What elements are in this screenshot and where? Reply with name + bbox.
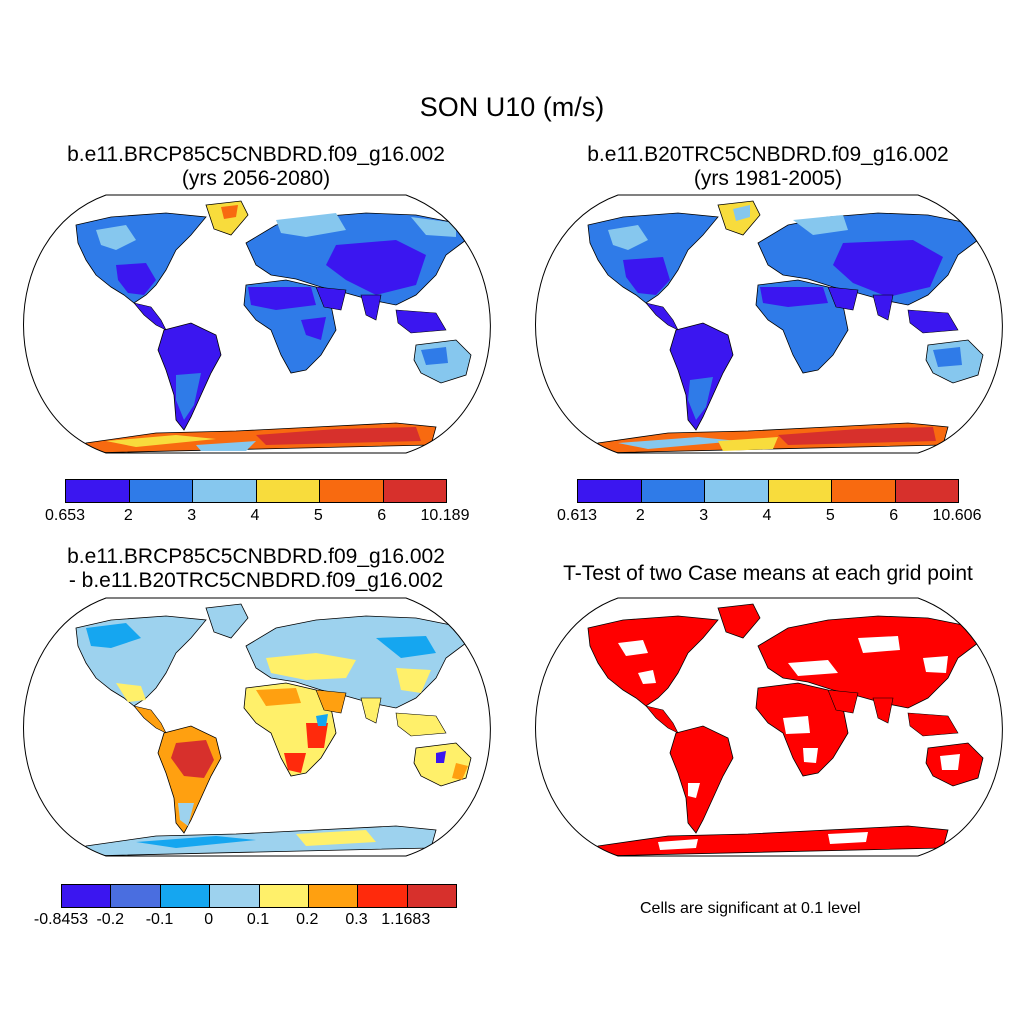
panel-2-title: b.e11.B20TRC5CNBDRD.f09_g16.002 (yrs 198… [512,143,1024,191]
panel-1-title-line2: (yrs 2056-2080) [181,167,331,190]
cb3-segment [308,885,359,907]
cb3-tick-label: -0.1 [145,911,174,928]
figure-title: SON U10 (m/s) [419,92,605,122]
cb2-segment [768,480,832,502]
cb3-tick-label: 0.2 [296,911,319,928]
cb3-tick-label: 1.1683 [381,911,431,928]
cb3-tick-label: 0.1 [246,911,270,928]
cb1-segment [129,480,193,502]
map-panel-4 [535,597,1003,857]
significance-note: Cells are significant at 0.1 level [640,900,861,917]
cb2-tick-label: 3 [699,507,709,524]
panel-3-title-line2: - b.e11.B20TRC5CNBDRD.f09_g16.002 [68,569,444,592]
cb3-segment [111,885,161,907]
cb2-segment [641,480,705,502]
colorbar-panel-3 [61,884,457,908]
cb1-tick-label: 4 [250,507,260,524]
cb3-segment [210,885,260,907]
panel-1-title-line1: b.e11.BRCP85C5CNBDRD.f09_g16.002 [67,143,445,166]
cb2-tick-label: 5 [825,507,835,524]
cb1-segment [320,480,384,502]
map-panel-2 [535,194,1003,454]
cb1-segment [256,480,320,502]
panel-4-title: T-Test of two Case means at each grid po… [512,562,1024,586]
cb3-segment [160,885,211,907]
panel-4-title-line1: T-Test of two Case means at each grid po… [563,562,973,585]
cb2-segment [578,480,642,502]
cb1-tick-label: 0.653 [44,507,86,524]
cb2-segment [895,480,958,502]
cb2-tick-label: 0.613 [556,507,598,524]
cb1-tick-label: 5 [313,507,323,524]
colorbar-panel-2 [577,479,959,503]
cb1-tick-label: 2 [123,507,133,524]
cb2-segment [705,480,769,502]
cb1-tick-label: 3 [187,507,197,524]
panel-3-title-line1: b.e11.BRCP85C5CNBDRD.f09_g16.002 [67,545,445,568]
cb3-segment [358,885,408,907]
cb3-tick-label: 0.3 [345,911,368,928]
cb3-segment [259,885,309,907]
cb2-segment [832,480,896,502]
cb2-tick-label: 6 [889,507,899,524]
panel-1-title: b.e11.BRCP85C5CNBDRD.f09_g16.002 (yrs 20… [0,143,512,191]
panel-3-title: b.e11.BRCP85C5CNBDRD.f09_g16.002 - b.e11… [0,545,512,593]
cb3-tick-label: -0.2 [96,911,125,928]
cb2-tick-label: 2 [635,507,645,524]
cb2-tick-label: 4 [762,507,772,524]
cb1-segment [193,480,257,502]
cb1-tick-label: 10.189 [420,507,470,524]
cb1-segment [66,480,130,502]
panel-2-title-line1: b.e11.B20TRC5CNBDRD.f09_g16.002 [587,143,949,166]
panel-2-title-line2: (yrs 1981-2005) [693,167,843,190]
cb2-tick-label: 10.606 [932,507,982,524]
cb3-segment [407,885,456,907]
cb1-tick-label: 6 [377,507,387,524]
map-panel-3 [23,597,491,857]
map-panel-1 [23,194,491,454]
colorbar-panel-1 [65,479,447,503]
cb1-segment [383,480,446,502]
cb3-tick-label: -0.8453 [33,911,89,928]
cb3-segment [62,885,112,907]
cb3-tick-label: 0 [204,911,214,928]
